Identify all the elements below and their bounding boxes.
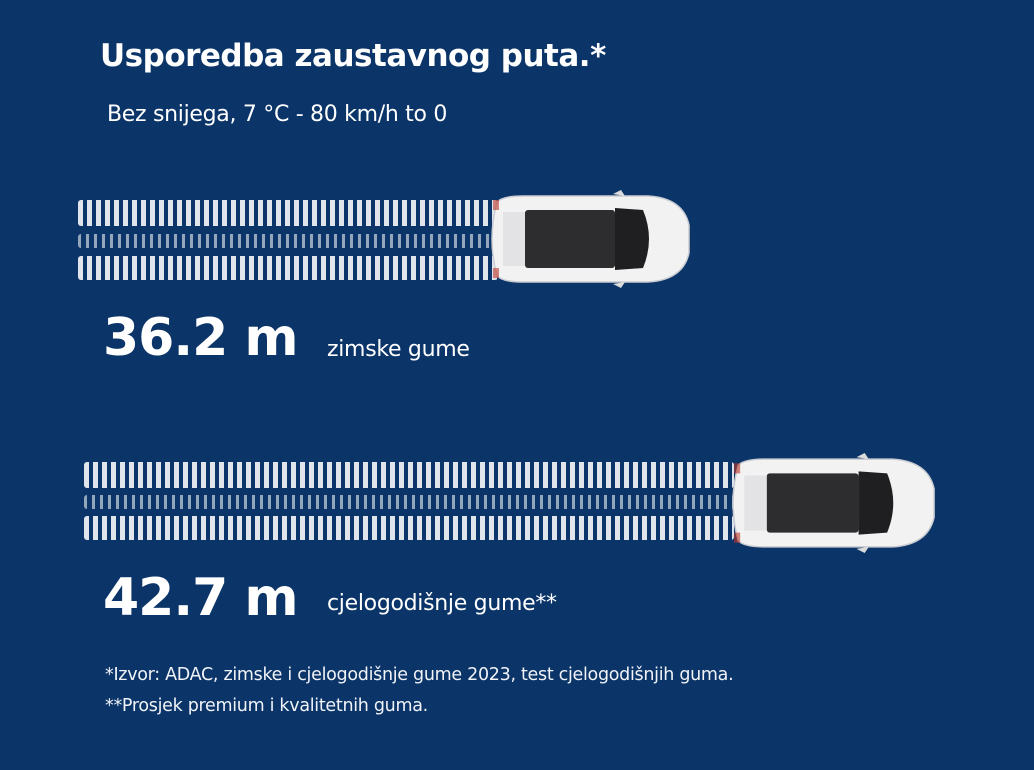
distance-all-season: 42.7 m	[103, 568, 299, 628]
page-title: Usporedba zaustavnog puta.*	[100, 38, 606, 74]
footnote-average: **Prosjek premium i kvalitetnih guma.	[105, 696, 428, 716]
label-all-season: cjelogodišnje gume**	[327, 591, 557, 616]
distance-winter: 36.2 m	[103, 308, 299, 368]
tire-track-icon	[84, 462, 734, 542]
tire-track-icon	[78, 200, 498, 282]
test-conditions: Bez snijega, 7 °C - 80 km/h to 0	[107, 102, 448, 127]
label-winter: zimske gume	[327, 337, 470, 362]
car-top-view-icon	[732, 453, 935, 553]
car-top-view-icon	[491, 190, 690, 288]
footnote-source: *Izvor: ADAC, zimske i cjelogodišnje gum…	[105, 665, 734, 685]
